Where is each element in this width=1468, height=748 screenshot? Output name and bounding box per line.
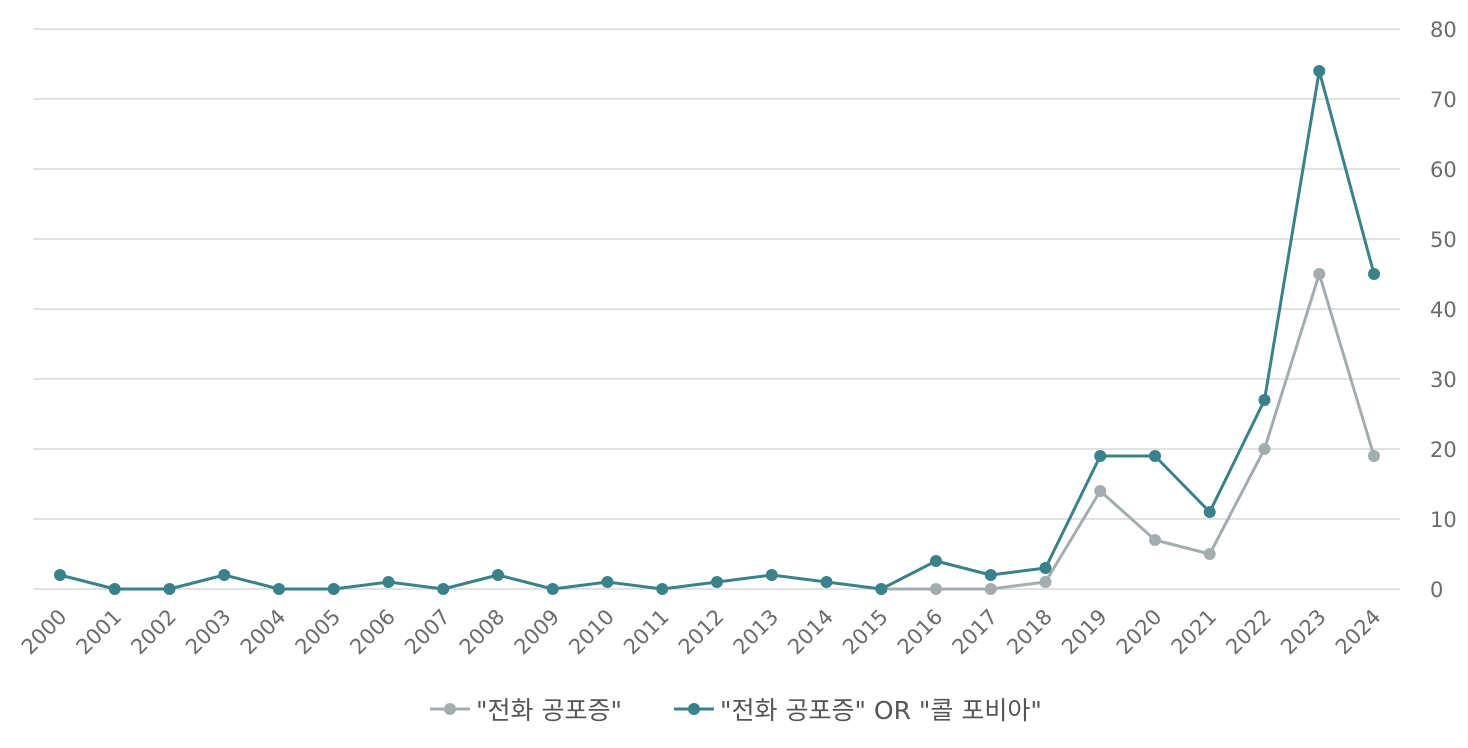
x-tick-label: 2010 — [564, 605, 619, 660]
x-tick-label: 2013 — [729, 605, 784, 660]
x-tick-label: 2012 — [674, 605, 729, 660]
series-line — [59, 69, 1376, 591]
data-point — [875, 583, 888, 595]
data-point — [108, 583, 121, 595]
data-point — [327, 583, 340, 595]
y-tick-label: 10 — [1430, 508, 1457, 532]
x-tick-label: 2001 — [72, 605, 127, 660]
data-point — [382, 576, 395, 588]
data-point — [492, 569, 504, 581]
y-tick-label: 60 — [1430, 158, 1457, 182]
gridlines — [33, 28, 1400, 590]
x-tick-label: 2006 — [345, 605, 400, 660]
x-tick-label: 2019 — [1057, 605, 1112, 660]
y-tick-label: 30 — [1430, 368, 1457, 392]
x-tick-label: 2015 — [838, 605, 893, 660]
data-point — [820, 576, 833, 588]
series-2 — [54, 65, 1380, 595]
x-axis-tick-labels: 2000 2001 2002 2003 2004 2005 2006 2007 2008 2009… — [17, 605, 1386, 660]
x-tick-label: 2017 — [948, 605, 1003, 660]
data-point — [163, 583, 176, 595]
data-point — [1368, 450, 1380, 462]
x-tick-label: 2016 — [893, 605, 948, 660]
data-point — [1039, 576, 1052, 588]
x-tick-label: 2014 — [783, 605, 838, 660]
data-point — [1039, 562, 1052, 574]
data-point — [601, 576, 614, 588]
x-tick-label: 2002 — [126, 605, 181, 660]
data-point — [1149, 534, 1161, 546]
x-tick-label: 2008 — [455, 605, 510, 660]
x-tick-label: 2022 — [1221, 605, 1276, 660]
legend-item-1: "전화 공포증" — [430, 696, 622, 725]
data-point — [1094, 450, 1107, 462]
x-tick-label: 2023 — [1276, 605, 1331, 660]
data-point — [1368, 268, 1380, 280]
data-point — [930, 555, 942, 567]
data-point — [546, 583, 559, 595]
x-tick-label: 2003 — [181, 605, 236, 660]
data-point — [1313, 65, 1326, 77]
x-tick-label: 2018 — [1002, 605, 1057, 660]
x-tick-label: 2020 — [1112, 605, 1167, 660]
y-tick-label: 50 — [1430, 228, 1457, 252]
y-tick-label: 40 — [1430, 298, 1457, 322]
y-tick-label: 80 — [1430, 18, 1457, 42]
legend-item-2: "전화 공포증" OR "콜 포비아" — [674, 696, 1042, 725]
legend-swatch-marker-2 — [688, 703, 700, 715]
data-point — [765, 569, 778, 581]
x-tick-label: 2004 — [236, 605, 291, 660]
data-point — [1258, 394, 1271, 406]
y-tick-label: 0 — [1430, 578, 1443, 602]
y-tick-label: 20 — [1430, 438, 1457, 462]
data-point — [1313, 268, 1326, 280]
data-point — [984, 569, 997, 581]
y-axis-tick-labels: 0 10 20 30 40 50 60 70 80 — [1430, 18, 1457, 602]
data-point — [1203, 506, 1216, 518]
x-tick-label: 2021 — [1167, 605, 1222, 660]
data-point — [711, 576, 723, 588]
data-point — [930, 583, 942, 595]
series-line — [881, 272, 1376, 591]
data-point — [656, 583, 669, 595]
legend: "전화 공포증" "전화 공포증" OR "콜 포비아" — [430, 696, 1042, 725]
legend-label-2: "전화 공포증" OR "콜 포비아" — [720, 696, 1042, 725]
data-point — [1149, 450, 1161, 462]
x-tick-label: 2009 — [510, 605, 565, 660]
data-point — [1203, 548, 1216, 560]
series-1 — [875, 268, 1380, 595]
data-point — [273, 583, 285, 595]
y-tick-label: 70 — [1430, 88, 1457, 112]
data-point — [54, 569, 66, 581]
data-point — [1094, 485, 1107, 497]
x-tick-label: 2000 — [17, 605, 72, 660]
data-point — [437, 583, 450, 595]
data-point — [984, 583, 997, 595]
data-point — [218, 569, 231, 581]
x-tick-label: 2005 — [291, 605, 346, 660]
series-lines — [54, 65, 1380, 595]
x-tick-label: 2011 — [619, 605, 674, 660]
x-tick-label: 2024 — [1331, 605, 1386, 660]
legend-swatch-marker-1 — [444, 703, 456, 715]
x-tick-label: 2007 — [400, 605, 455, 660]
legend-label-1: "전화 공포증" — [476, 696, 622, 725]
data-point — [1258, 443, 1271, 455]
